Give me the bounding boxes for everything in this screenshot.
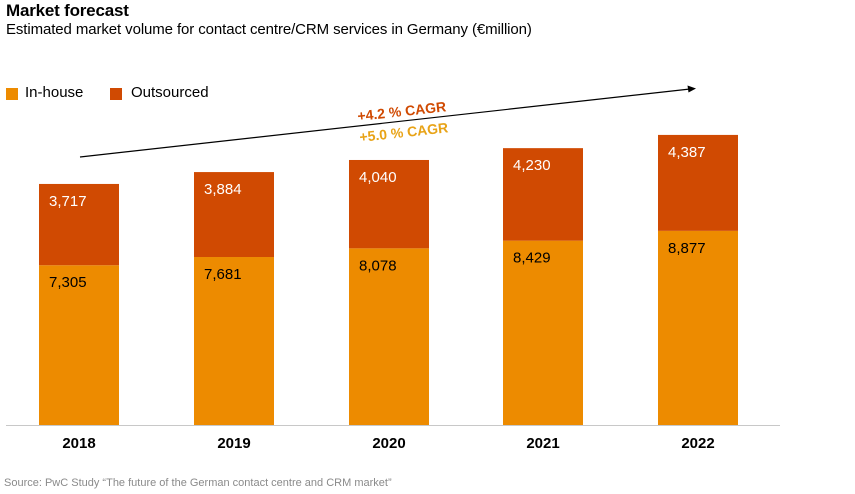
value-label-in-house-2018: 7,305 [49,274,87,291]
legend-swatch-in-house [6,88,18,100]
value-label-in-house-2020: 8,078 [359,257,397,274]
bar-in-house-2018 [39,265,119,425]
bar-outsourced-2022 [658,134,738,231]
value-label-outsourced-2018: 3,717 [49,193,87,210]
legend-swatch-outsourced [110,88,122,100]
value-label-in-house-2019: 7,681 [204,266,242,283]
value-label-outsourced-2022: 4,387 [668,144,706,161]
x-tick-labels: 2018 2019 2020 2021 2022 [62,435,714,452]
x-tick-2020: 2020 [372,435,405,452]
chart-subtitle: Estimated market volume for contact cent… [6,21,532,38]
bar-in-house-2019 [194,257,274,425]
value-label-in-house-2021: 8,429 [513,250,551,267]
bar-in-house-2022 [658,230,738,425]
bars-group: 7,305 3,717 7,681 3,884 8,078 4,040 8,429 4,230… [39,134,738,425]
trend-arrow-line [79,88,691,158]
legend-label-outsourced: Outsourced [131,84,209,101]
cagr-trend-arrow: +4.2 % CAGR+5.0 % CAGR [79,85,696,158]
bar-in-house-2021 [503,240,583,425]
value-label-outsourced-2019: 3,884 [204,181,242,198]
legend-label-in-house: In-house [25,84,84,101]
chart-title: Market forecast [6,1,129,20]
cagr-in-house-label: +5.0 % CAGR [359,119,449,145]
value-label-outsourced-2021: 4,230 [513,157,551,174]
x-tick-2021: 2021 [526,435,559,452]
source-note: Source: PwC Study “The future of the Ger… [4,477,392,489]
value-label-in-house-2022: 8,877 [668,240,706,257]
bar-outsourced-2019 [194,172,274,258]
x-tick-2022: 2022 [681,435,714,452]
bar-in-house-2020 [349,248,429,425]
bar-outsourced-2020 [349,159,429,249]
value-label-outsourced-2020: 4,040 [359,169,397,186]
trend-arrowhead [687,85,696,93]
bar-outsourced-2021 [503,148,583,241]
bar-outsourced-2018 [39,183,119,266]
x-tick-2019: 2019 [217,435,250,452]
x-tick-2018: 2018 [62,435,95,452]
